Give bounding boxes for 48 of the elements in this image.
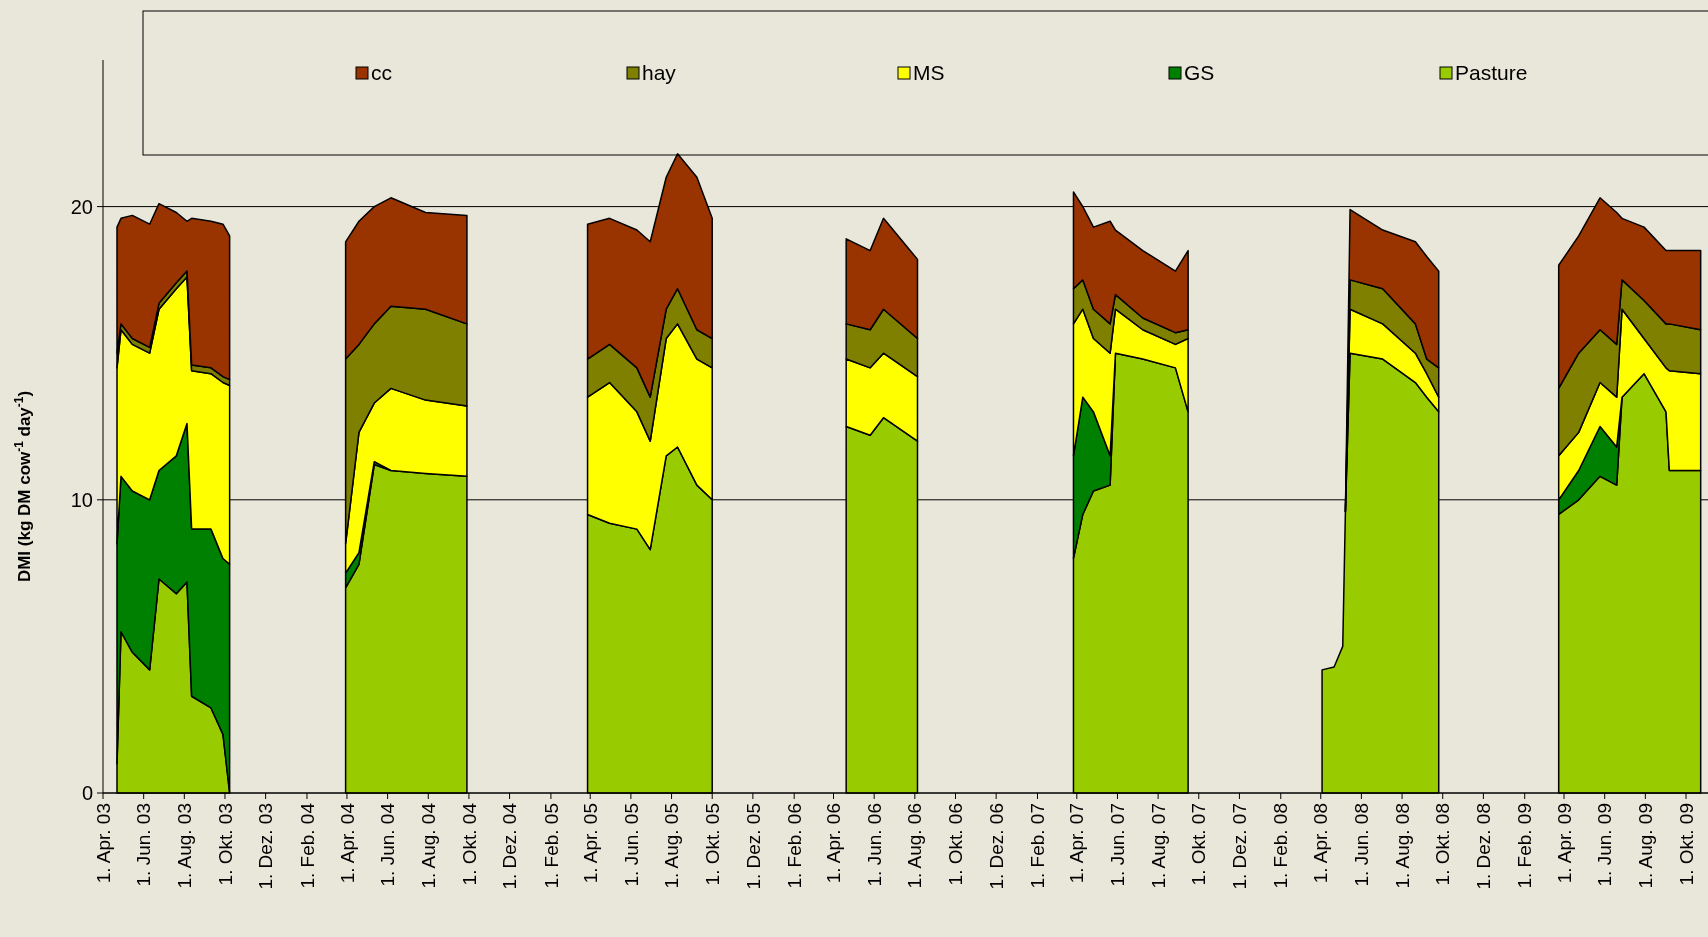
x-tick-label: 1. Feb. 04 bbox=[296, 802, 318, 889]
x-tick-label: 1. Okt. 06 bbox=[945, 803, 967, 886]
x-tick-label: 1. Okt. 03 bbox=[214, 803, 236, 886]
x-tick-label: 1. Dez. 08 bbox=[1473, 803, 1495, 890]
y-tick-label: 20 bbox=[70, 195, 93, 218]
x-tick-label: 1. Feb. 05 bbox=[540, 803, 562, 889]
legend-label: cc bbox=[371, 61, 392, 84]
x-tick-label: 1. Jun. 03 bbox=[133, 803, 155, 887]
x-tick-label: 1. Aug. 03 bbox=[173, 803, 195, 889]
legend-label: Pasture bbox=[1455, 61, 1528, 84]
x-tick-label: 1. Jun. 08 bbox=[1351, 803, 1373, 887]
x-tick-label: 1. Dez. 04 bbox=[499, 802, 521, 890]
x-tick-label: 1. Dez. 07 bbox=[1229, 803, 1251, 890]
x-tick-label: 1. Aug. 05 bbox=[661, 803, 683, 889]
x-tick-label: 1. Okt. 05 bbox=[701, 803, 723, 886]
x-tick-label: 1. Apr. 08 bbox=[1310, 803, 1332, 884]
x-tick-label: 1. Dez. 05 bbox=[742, 803, 764, 890]
x-tick-label: 1. Okt. 07 bbox=[1188, 803, 1210, 886]
y-tick-label: 10 bbox=[70, 488, 93, 511]
x-tick-label: 1. Okt. 09 bbox=[1675, 803, 1697, 886]
x-tick-label: 1. Feb. 07 bbox=[1027, 803, 1049, 889]
x-tick-label: 1. Okt. 08 bbox=[1432, 803, 1454, 886]
x-tick-label: 1. Apr. 05 bbox=[579, 803, 601, 884]
x-tick-label: 1. Apr. 09 bbox=[1553, 803, 1575, 884]
x-tick-label: 1. Jun. 05 bbox=[620, 803, 642, 887]
legend-label: GS bbox=[1184, 61, 1215, 84]
x-tick-label: 1. Dez. 06 bbox=[985, 803, 1007, 890]
x-tick-label: 1. Aug. 06 bbox=[904, 803, 926, 889]
x-tick-label: 1. Jun. 06 bbox=[863, 803, 885, 887]
x-tick-label: 1. Aug. 08 bbox=[1391, 803, 1413, 889]
x-tick-label: 1. Jun. 09 bbox=[1594, 803, 1616, 887]
x-tick-label: 1. Jun. 04 bbox=[377, 802, 399, 887]
x-tick-label: 1. Feb. 09 bbox=[1514, 803, 1536, 889]
x-tick-label: 1. Feb. 06 bbox=[783, 803, 805, 889]
x-tick-label: 1. Apr. 04 bbox=[336, 802, 358, 884]
x-tick-label: 1. Apr. 07 bbox=[1066, 803, 1088, 884]
x-tick-label: 1. Okt. 04 bbox=[458, 802, 480, 886]
x-tick-label: 1. Aug. 09 bbox=[1635, 803, 1656, 889]
x-tick-label: 1. Feb. 08 bbox=[1270, 803, 1292, 889]
y-tick-label: 0 bbox=[81, 782, 93, 804]
legend-label: hay bbox=[642, 61, 677, 84]
x-tick-label: 1. Dez. 03 bbox=[255, 803, 277, 890]
x-tick-label: 1. Aug. 07 bbox=[1147, 803, 1169, 889]
x-tick-label: 1. Aug. 04 bbox=[417, 802, 439, 889]
x-tick-label: 1. Apr. 06 bbox=[823, 803, 845, 884]
x-tick-label: 1. Apr. 03 bbox=[92, 803, 114, 884]
x-tick-label: 1. Jun. 07 bbox=[1107, 803, 1129, 887]
legend-label: MS bbox=[913, 61, 945, 84]
